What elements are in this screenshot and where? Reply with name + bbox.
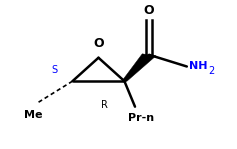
- Text: R: R: [101, 100, 108, 110]
- Polygon shape: [122, 54, 156, 82]
- Text: S: S: [52, 65, 58, 74]
- Text: Me: Me: [24, 110, 43, 120]
- Text: O: O: [144, 4, 155, 17]
- Text: O: O: [93, 37, 104, 50]
- Text: Pr-n: Pr-n: [128, 113, 154, 123]
- Text: 2: 2: [209, 66, 215, 76]
- Text: NH: NH: [189, 61, 208, 71]
